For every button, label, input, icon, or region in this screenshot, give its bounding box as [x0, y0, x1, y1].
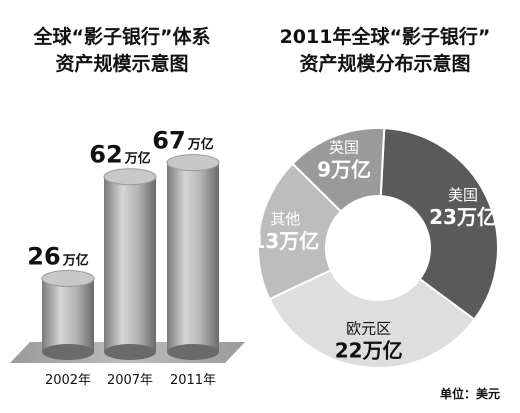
bar-value-number: 26	[27, 243, 60, 271]
donut-slice-label: 欧元区	[346, 320, 391, 338]
donut-slice-label: 其他	[270, 210, 300, 228]
bar-category-label: 2002年	[45, 373, 91, 388]
donut-chart-title-line2: 资产规模分布示意图	[299, 52, 470, 75]
donut-slice	[268, 268, 476, 369]
bar-value-label: 62 万亿	[89, 141, 150, 169]
bar-chart-title-line1: 全球“影子银行”体系	[33, 25, 211, 48]
bar-base	[104, 344, 156, 360]
donut-slice	[257, 162, 343, 301]
bar-value-unit: 万亿	[62, 253, 89, 269]
bar	[104, 176, 156, 352]
donut-slice	[291, 127, 386, 213]
bar-value-number: 62	[89, 141, 122, 169]
bar-base	[167, 344, 219, 360]
donut-slice-label: 美国	[448, 186, 478, 204]
donut-slice-value: 13万亿	[251, 229, 319, 253]
donut-slice-value: 22万亿	[335, 339, 403, 363]
donut-slice-value: 9万亿	[317, 157, 371, 181]
bar-value-label: 67 万亿	[152, 127, 213, 155]
bar	[42, 278, 94, 352]
bar-group: 62 万亿 2007年	[89, 141, 157, 388]
bar-category-label: 2007年	[107, 373, 153, 388]
bar	[167, 162, 219, 352]
donut-slice	[379, 127, 499, 321]
donut-chart-title-line1: 2011年全球“影子银行”	[280, 25, 491, 48]
donut-slice-label: 英国	[329, 138, 359, 156]
bar-category-label: 2011年	[170, 373, 216, 388]
bar-base	[42, 344, 94, 360]
bar-top	[103, 168, 157, 186]
unit-note: 单位：美元	[440, 386, 500, 401]
bar-group: 26 万亿 2002年	[27, 243, 95, 388]
bar-top	[166, 154, 220, 172]
bar-value-number: 67	[152, 127, 185, 155]
bar-group: 67 万亿 2011年	[152, 127, 220, 388]
bar-chart-title-line2: 资产规模示意图	[55, 52, 188, 75]
bar-top	[41, 270, 95, 288]
bar-value-unit: 万亿	[124, 151, 151, 167]
bar-value-label: 26 万亿	[27, 243, 88, 271]
donut-slice-value: 23万亿	[429, 205, 497, 229]
bar-value-unit: 万亿	[187, 137, 214, 153]
